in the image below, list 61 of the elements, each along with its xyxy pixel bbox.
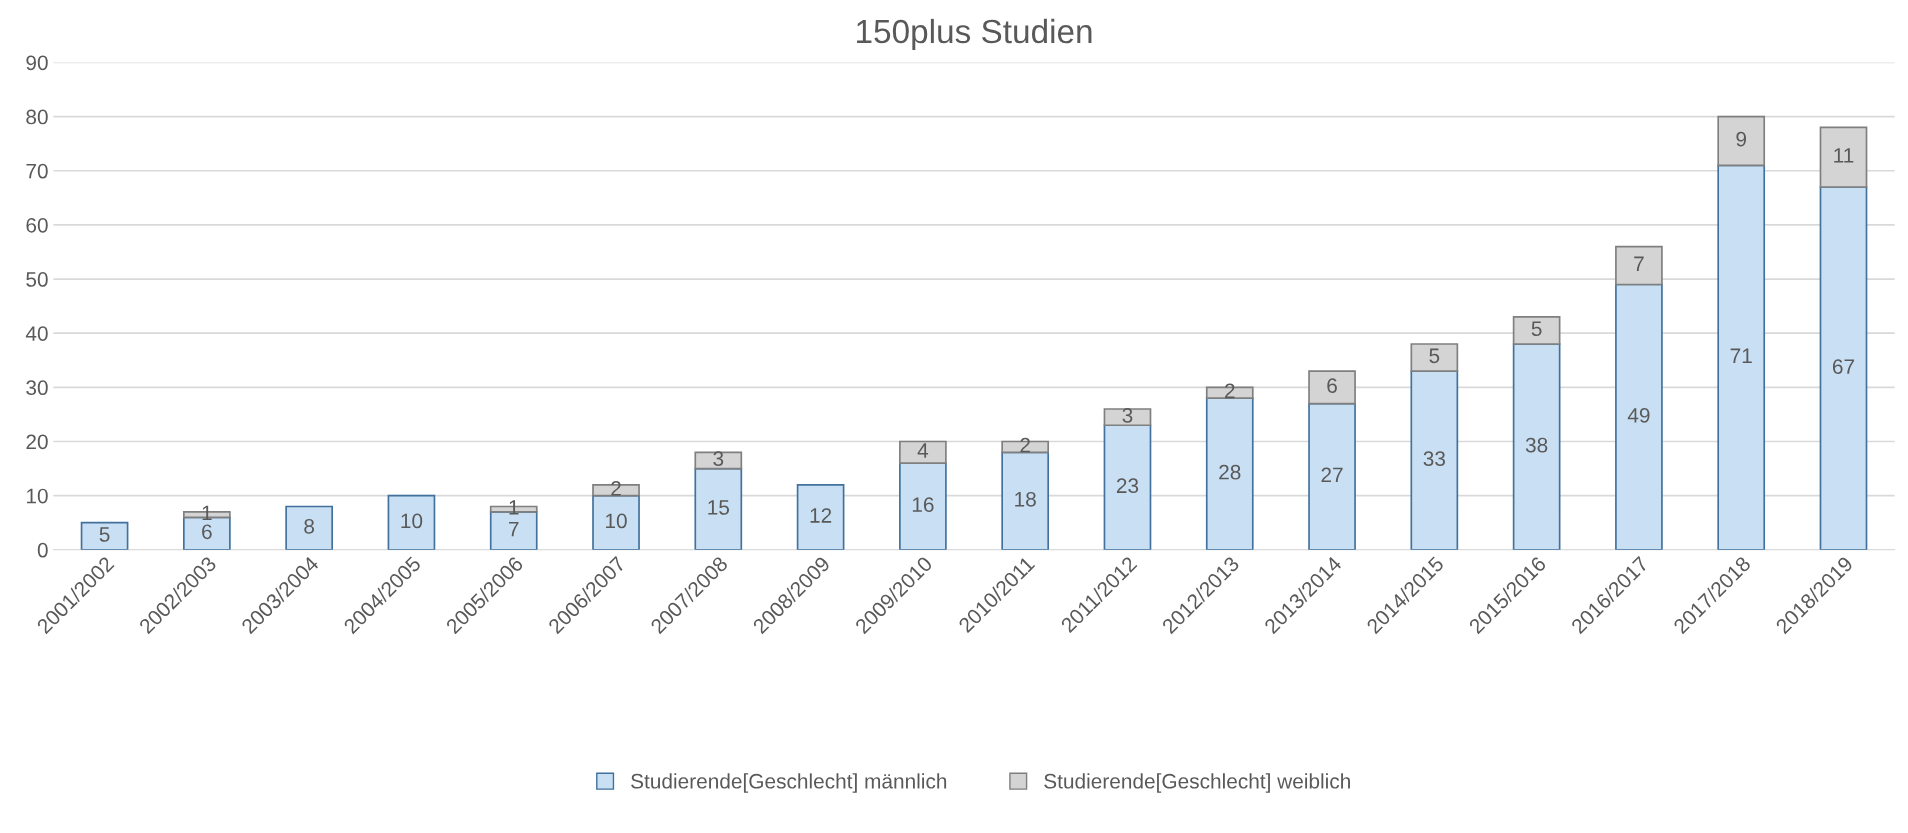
- data-label: 67: [1832, 359, 1855, 374]
- y-tick-label: 10: [26, 488, 48, 504]
- bar: [1615, 283, 1663, 550]
- data-label: 7: [509, 521, 519, 537]
- legend-label: Studierende[Geschlecht] weiblich: [1044, 773, 1350, 793]
- data-label: 11: [1834, 148, 1854, 163]
- bar: [1410, 370, 1459, 550]
- bar: [387, 494, 436, 550]
- bar: [1103, 424, 1152, 550]
- bar: [285, 505, 333, 550]
- data-label: 3: [1122, 407, 1133, 423]
- bar: [1103, 408, 1152, 427]
- data-label: 33: [1423, 451, 1446, 467]
- bar: [796, 483, 845, 550]
- data-label: 71: [1730, 348, 1752, 363]
- chart-title: 150plus Studien: [857, 18, 1092, 50]
- data-label: 2: [611, 481, 621, 496]
- data-label: 16: [912, 497, 934, 513]
- data-label: 10: [401, 513, 423, 529]
- data-label: 2: [1020, 437, 1030, 453]
- bar: [1205, 397, 1254, 550]
- data-label: 6: [202, 524, 212, 540]
- legend-label: Studierende[Geschlecht] männlich: [631, 773, 947, 793]
- data-label: 27: [1321, 467, 1343, 483]
- data-label: 4: [917, 443, 929, 458]
- data-label: 12: [810, 508, 832, 523]
- bar: [694, 467, 743, 550]
- data-label: 49: [1627, 407, 1650, 423]
- bar: [592, 494, 640, 550]
- bar: [1410, 343, 1459, 372]
- data-label: 3: [713, 451, 724, 467]
- data-label: 7: [1634, 256, 1644, 271]
- bar: [1717, 164, 1766, 550]
- data-label: 23: [1116, 478, 1139, 494]
- y-tick-label: 40: [25, 326, 48, 341]
- y-tick-label: 70: [26, 163, 48, 179]
- data-label: 9: [1736, 131, 1747, 147]
- y-tick-label: 30: [26, 380, 48, 396]
- y-tick-label: 80: [26, 109, 48, 125]
- data-label: 5: [1429, 348, 1440, 364]
- y-tick-label: 60: [26, 217, 48, 233]
- y-tick-label: 90: [26, 55, 48, 71]
- data-label: 10: [606, 513, 627, 529]
- bar: [1819, 186, 1868, 550]
- y-tick-label: 50: [26, 272, 48, 287]
- data-label: 28: [1219, 464, 1241, 480]
- bar: [1512, 343, 1561, 550]
- data-label: 5: [1531, 321, 1542, 337]
- y-tick-label: 20: [26, 434, 48, 450]
- data-label: 38: [1525, 437, 1548, 453]
- data-label: 5: [99, 527, 110, 542]
- bar: [1001, 451, 1050, 550]
- bar: [694, 451, 743, 470]
- y-tick-label: 0: [37, 542, 48, 558]
- bar: [80, 521, 129, 550]
- data-label: 15: [708, 500, 730, 515]
- bar: [1308, 402, 1356, 550]
- bar: [899, 462, 947, 550]
- data-label: 18: [1015, 491, 1036, 507]
- data-label: 6: [1327, 378, 1337, 393]
- data-label: 8: [304, 518, 315, 534]
